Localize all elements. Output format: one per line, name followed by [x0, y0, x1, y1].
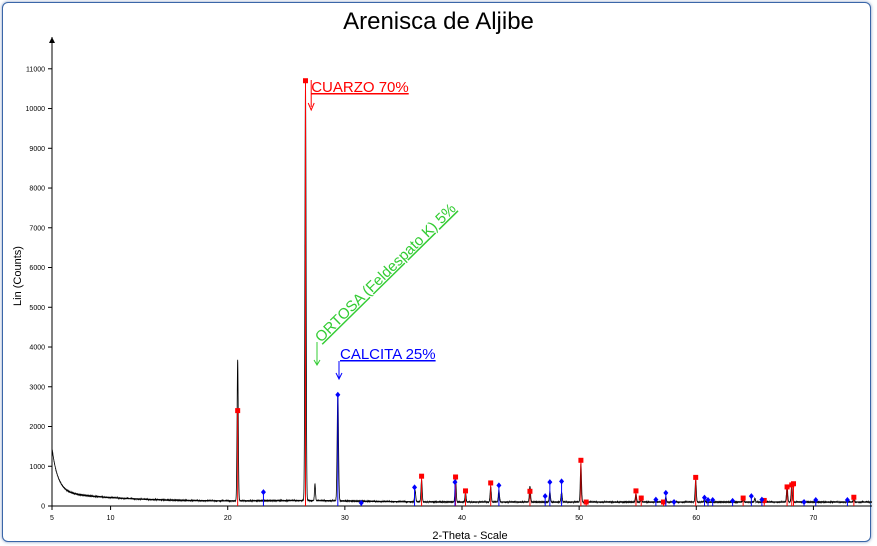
chart-title: Arenisca de Aljibe — [343, 8, 534, 35]
cuarzo-marker — [638, 495, 644, 501]
x-tick-label: 20 — [224, 515, 232, 522]
cuarzo-marker — [302, 78, 308, 84]
calcita-marker — [701, 494, 707, 501]
cuarzo-marker — [583, 499, 589, 505]
cuarzo-marker — [851, 494, 857, 500]
annotation-cuarzo: CUARZO 70% — [311, 79, 409, 96]
calcita-marker — [801, 499, 807, 506]
calcita-arrow-head — [335, 372, 343, 381]
x-tick-label: 30 — [341, 515, 349, 522]
calcita-marker — [260, 489, 266, 496]
calcita-marker — [813, 497, 819, 504]
calcita-marker — [452, 479, 458, 486]
cuarzo-marker — [453, 474, 459, 480]
ortosa-arrow-head — [313, 359, 321, 366]
y-axis-arrow — [49, 37, 55, 43]
annotation-calcita: CALCITA 25% — [340, 346, 436, 363]
x-tick-label: 40 — [458, 515, 466, 522]
y-tick-label: 6000 — [29, 265, 45, 272]
cuarzo-marker — [660, 499, 666, 505]
measured-pattern-line — [51, 80, 873, 505]
y-tick-label: 3000 — [29, 384, 45, 391]
x-tick-label: 60 — [692, 515, 700, 522]
cuarzo-marker — [488, 480, 494, 486]
y-tick-label: 5000 — [29, 305, 45, 312]
cuarzo-marker — [784, 484, 790, 490]
calcita-marker — [412, 484, 418, 491]
cuarzo-marker — [633, 488, 639, 494]
calcita-marker — [547, 479, 553, 486]
y-tick-label: 9000 — [29, 146, 45, 153]
y-tick-label: 10000 — [26, 106, 46, 113]
calcita-marker — [358, 499, 364, 506]
cuarzo-marker — [791, 481, 797, 487]
x-tick-label: 5 — [50, 515, 54, 522]
calcita-marker — [671, 499, 677, 506]
calcita-marker — [335, 391, 341, 398]
calcita-marker — [844, 497, 850, 504]
calcita-marker — [496, 482, 502, 489]
x-axis-label: 2-Theta - Scale — [432, 530, 508, 542]
calcita-marker — [730, 497, 736, 504]
calcita-marker — [710, 497, 716, 504]
y-tick-label: 2000 — [29, 424, 45, 431]
cuarzo-marker — [740, 495, 746, 501]
y-tick-label: 1000 — [29, 464, 45, 471]
calcita-marker — [663, 489, 669, 496]
cuarzo-marker — [419, 473, 425, 479]
calcita-marker — [542, 493, 548, 500]
x-tick-label: 70 — [810, 515, 818, 522]
cuarzo-marker — [693, 474, 699, 480]
calcita-marker — [559, 478, 565, 485]
chart-frame — [2, 2, 871, 542]
calcita-marker — [705, 497, 711, 504]
calcita-marker — [653, 496, 659, 503]
y-tick-label: 0 — [41, 504, 45, 511]
cuarzo-marker — [578, 457, 584, 463]
calcita-marker — [759, 496, 765, 503]
y-tick-label: 8000 — [29, 186, 45, 193]
annotation-ortosa: ORTOSA (Feldespato K) 5% — [312, 200, 460, 346]
x-tick-label: 50 — [575, 515, 583, 522]
cuarzo-marker — [235, 408, 241, 414]
calcita-marker — [748, 493, 754, 500]
y-tick-label: 7000 — [29, 225, 45, 232]
y-tick-label: 4000 — [29, 345, 45, 352]
y-tick-label: 11000 — [26, 66, 45, 73]
cuarzo-arrow-head — [307, 102, 315, 112]
cuarzo-marker — [761, 497, 767, 503]
x-tick-label: 10 — [107, 515, 115, 522]
cuarzo-marker — [463, 488, 469, 494]
cuarzo-marker — [527, 488, 533, 494]
